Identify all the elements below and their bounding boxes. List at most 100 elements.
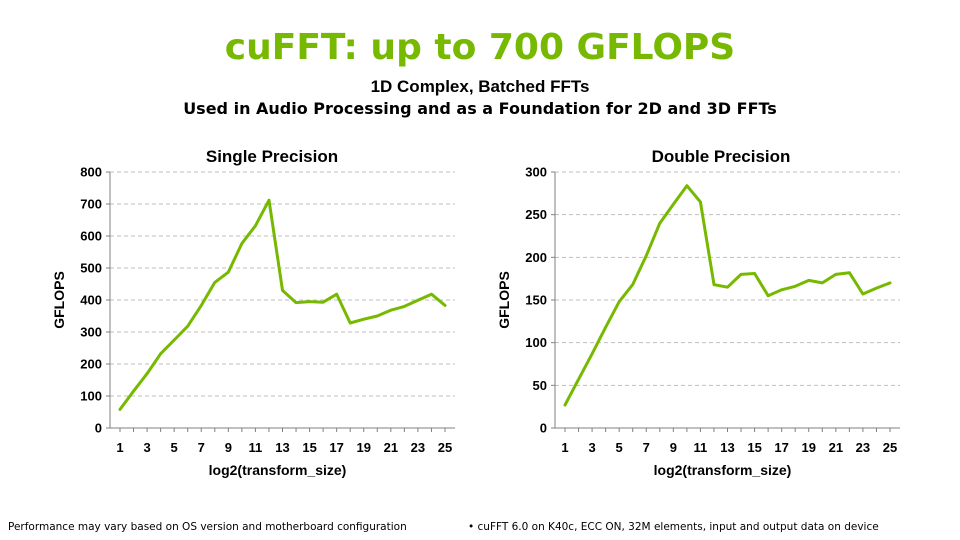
data-point bbox=[200, 304, 203, 307]
y-tick-label: 200 bbox=[525, 250, 547, 265]
data-point bbox=[685, 184, 689, 187]
data-point bbox=[699, 200, 702, 204]
data-point bbox=[807, 279, 810, 282]
x-tick-label: 3 bbox=[588, 440, 595, 455]
subtitle-line-1: 1D Complex, Batched FFTs bbox=[370, 77, 590, 96]
data-point bbox=[349, 321, 352, 325]
data-point bbox=[766, 294, 770, 297]
data-point bbox=[821, 281, 824, 285]
data-point bbox=[794, 285, 797, 288]
data-point bbox=[848, 271, 851, 274]
data-point bbox=[780, 288, 783, 291]
y-tick-label: 200 bbox=[80, 357, 102, 372]
x-tick-label: 25 bbox=[883, 440, 897, 455]
x-tick-label: 7 bbox=[643, 440, 650, 455]
x-tick-label: 5 bbox=[171, 440, 178, 455]
y-tick-label: 600 bbox=[80, 229, 102, 244]
data-point bbox=[617, 300, 621, 303]
data-point bbox=[267, 198, 271, 202]
data-point bbox=[389, 309, 393, 312]
x-tick-label: 1 bbox=[116, 440, 123, 455]
data-point bbox=[658, 222, 661, 225]
y-tick-label: 100 bbox=[525, 335, 547, 350]
x-tick-label: 3 bbox=[143, 440, 150, 455]
x-tick-label: 13 bbox=[275, 440, 289, 455]
data-point bbox=[875, 286, 878, 290]
data-point bbox=[172, 338, 176, 342]
y-tick-label: 800 bbox=[80, 165, 102, 180]
footer-config-note: • cuFFT 6.0 on K40c, ECC ON, 32M element… bbox=[468, 521, 879, 533]
x-tick-label: 23 bbox=[411, 440, 425, 455]
y-tick-label: 0 bbox=[95, 421, 102, 436]
x-tick-label: 21 bbox=[829, 440, 843, 455]
x-tick-label: 13 bbox=[720, 440, 734, 455]
x-tick-label: 23 bbox=[856, 440, 870, 455]
data-point bbox=[712, 283, 716, 286]
y-tick-label: 700 bbox=[80, 197, 102, 212]
y-tick-label: 400 bbox=[80, 293, 102, 308]
data-point bbox=[321, 301, 325, 304]
single-precision-title: Single Precision bbox=[206, 147, 338, 166]
data-point bbox=[739, 273, 743, 276]
data-point bbox=[672, 203, 675, 206]
y-axis-label: GFLOPS bbox=[51, 271, 67, 329]
data-point bbox=[563, 403, 567, 407]
data-point bbox=[590, 352, 594, 355]
y-tick-label: 0 bbox=[540, 421, 547, 436]
x-tick-label: 9 bbox=[670, 440, 677, 455]
data-point bbox=[416, 299, 420, 302]
series-line bbox=[563, 184, 892, 407]
x-tick-label: 9 bbox=[225, 440, 232, 455]
data-point bbox=[132, 390, 135, 393]
y-tick-label: 300 bbox=[80, 325, 102, 340]
data-point bbox=[443, 304, 447, 307]
data-point bbox=[308, 300, 311, 303]
data-point bbox=[403, 305, 406, 308]
data-point bbox=[213, 281, 216, 284]
data-point bbox=[281, 289, 284, 292]
x-tick-label: 7 bbox=[198, 440, 205, 455]
data-point bbox=[631, 283, 634, 286]
x-tick-label: 19 bbox=[802, 440, 816, 455]
double-precision-chart: Double Precision 0 50 100 150 200 250 300 1 3 5 7 9 1… bbox=[485, 140, 925, 490]
data-point bbox=[604, 326, 607, 329]
x-tick-label: 21 bbox=[384, 440, 398, 455]
data-point bbox=[294, 301, 298, 304]
y-tick-label: 50 bbox=[533, 378, 547, 393]
data-point bbox=[861, 292, 865, 296]
single-precision-chart-svg: Single Precision 0 100 200 300 400 500 600 700 80… bbox=[51, 147, 455, 478]
x-tick-label: 5 bbox=[616, 440, 623, 455]
single-precision-chart: Single Precision 0 100 200 300 400 500 600 700 80… bbox=[40, 140, 480, 490]
data-point bbox=[888, 281, 892, 285]
x-tick-label: 15 bbox=[302, 440, 316, 455]
y-tick-label: 150 bbox=[525, 293, 547, 308]
data-point bbox=[577, 378, 580, 381]
data-point bbox=[726, 286, 729, 289]
data-point bbox=[186, 325, 189, 328]
double-precision-title: Double Precision bbox=[652, 147, 791, 166]
y-tick-label: 100 bbox=[80, 389, 102, 404]
data-point bbox=[335, 293, 338, 296]
data-point bbox=[254, 224, 257, 227]
data-point bbox=[376, 314, 379, 318]
data-point bbox=[645, 254, 648, 257]
data-point bbox=[118, 408, 122, 411]
data-point bbox=[227, 270, 230, 274]
data-point bbox=[753, 272, 756, 275]
x-tick-label: 11 bbox=[694, 440, 708, 455]
footer-disclaimer: Performance may vary based on OS version… bbox=[8, 521, 407, 533]
x-tick-label: 11 bbox=[249, 440, 263, 455]
x-tick-label: 17 bbox=[329, 440, 343, 455]
x-tick-label: 19 bbox=[357, 440, 371, 455]
x-tick-label: 25 bbox=[438, 440, 452, 455]
data-point bbox=[430, 293, 433, 296]
y-axis-label: GFLOPS bbox=[496, 271, 512, 329]
x-axis-label: log2(transform_size) bbox=[209, 462, 347, 478]
series-line bbox=[118, 198, 447, 411]
data-point bbox=[159, 352, 162, 355]
subtitle-line-2: Used in Audio Processing and as a Founda… bbox=[183, 99, 777, 118]
x-axis-label: log2(transform_size) bbox=[654, 462, 792, 478]
data-point bbox=[834, 273, 838, 276]
y-tick-label: 250 bbox=[525, 207, 547, 222]
